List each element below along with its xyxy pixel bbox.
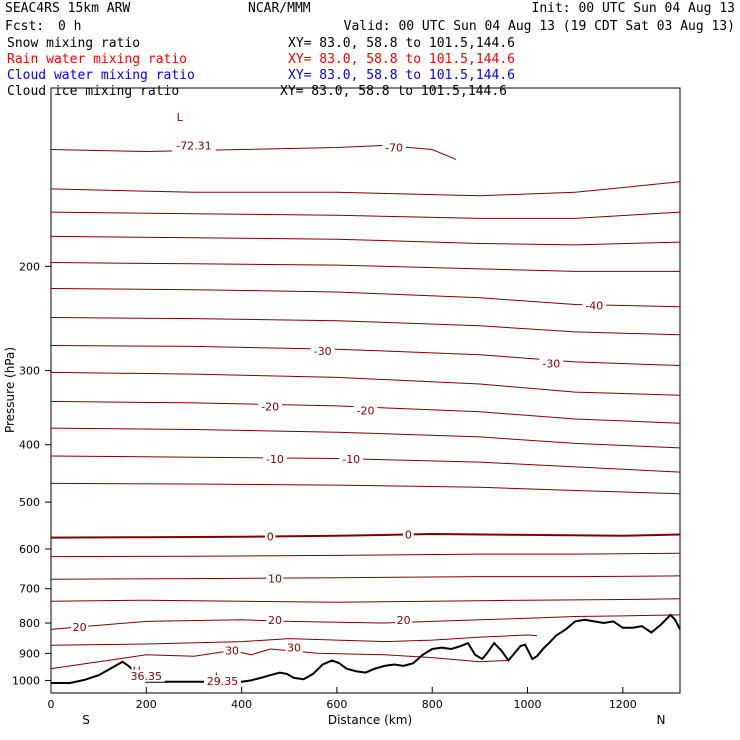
isotherm-line xyxy=(50,552,681,558)
contour-label: 29.35 xyxy=(207,675,239,688)
contour-label-bg xyxy=(70,620,89,633)
x-axis-title: Distance (km) xyxy=(328,713,412,727)
field-label-cloud-water: Cloud water mixing ratio xyxy=(7,68,195,83)
contour-label: 0 xyxy=(405,528,412,541)
contour-label: -20 xyxy=(261,401,279,414)
y-tick-label: 900 xyxy=(19,647,40,660)
contour-label: 30 xyxy=(287,642,301,655)
field-xy-cloud-water: XY= 83.0, 58.8 to 101.5,144.6 xyxy=(288,68,515,83)
init-time: Init: 00 UTC Sun 04 Aug 13 xyxy=(532,1,736,16)
y-tick-label: 1000 xyxy=(12,674,40,687)
contour-label-bg xyxy=(266,613,284,626)
field-xy-rain: XY= 83.0, 58.8 to 101.5,144.6 xyxy=(288,52,515,67)
contour-label-bg xyxy=(339,453,364,466)
contour-label-bg xyxy=(266,572,284,585)
contour-label-bg xyxy=(285,641,303,654)
x-tick-label: 800 xyxy=(422,698,443,711)
contour-label: 30 xyxy=(225,644,239,657)
isotherm-line xyxy=(50,427,681,449)
y-tick-label: 800 xyxy=(19,617,40,630)
isotherm-line xyxy=(50,144,457,160)
contour-label-bg xyxy=(127,669,165,682)
contour-label: -20 xyxy=(357,404,375,417)
contour-label-bg xyxy=(223,644,241,657)
x-tick-label: 1000 xyxy=(514,698,542,711)
contour-label: 36.35 xyxy=(131,670,163,683)
contour-label-bg xyxy=(353,404,378,417)
isotherm-line xyxy=(50,235,681,246)
contour-label-bg xyxy=(382,141,406,154)
contour-label-bg xyxy=(174,111,185,124)
x-tick-label: 400 xyxy=(231,698,252,711)
contour-label-bg xyxy=(172,139,216,152)
contour-label: 20 xyxy=(73,621,87,634)
endpoint-left-label: S xyxy=(82,713,90,727)
contour-label: 10 xyxy=(268,573,282,586)
contour-label: -72.31 xyxy=(176,139,211,152)
isotherm-line xyxy=(50,400,681,424)
contour-label: L xyxy=(177,111,184,124)
contour-label: 0 xyxy=(267,531,274,544)
contour-label-bg xyxy=(395,613,413,626)
contour-label-bg xyxy=(403,528,414,541)
y-tick-label: 600 xyxy=(19,543,40,556)
plot-frame xyxy=(50,87,681,694)
field-label-rain: Rain water mixing ratio xyxy=(7,52,187,67)
fcst-value: 0 h xyxy=(58,19,81,34)
isotherm-line xyxy=(50,634,538,646)
y-tick-label: 400 xyxy=(19,439,40,452)
endpoint-right-label: N xyxy=(657,713,666,727)
y-tick-label: 200 xyxy=(19,260,40,273)
contour-label-layer: -72.31 L -70 -40 -30 -30 -20 -20 -10 -10 0 0 10 20 20 2… xyxy=(70,111,607,688)
field-xy-cloud-ice: XY= 83.0, 58.8 to 101.5,144.6 xyxy=(280,84,507,99)
x-tick-label: 200 xyxy=(136,698,157,711)
isotherm-line xyxy=(50,317,681,336)
isotherm-line xyxy=(50,614,681,630)
isotherm-line xyxy=(50,648,509,670)
contour-label: -70 xyxy=(385,141,403,154)
contour-label-bg xyxy=(264,530,276,543)
y-tick-label: 700 xyxy=(19,583,40,596)
contour-label: 20 xyxy=(397,614,411,627)
contour-label-bg xyxy=(582,299,607,312)
contour-label: -40 xyxy=(585,300,603,313)
org-label: NCAR/MMM xyxy=(248,1,311,16)
isotherm-line xyxy=(50,482,681,495)
contour-label: -30 xyxy=(314,345,332,358)
isotherm-layer xyxy=(50,144,681,670)
isotherm-line xyxy=(50,598,681,603)
x-tick-label: 1200 xyxy=(609,698,637,711)
valid-time: Valid: 00 UTC Sun 04 Aug 13 (19 CDT Sat … xyxy=(344,19,735,34)
isotherm-line xyxy=(50,371,681,396)
y-tick-label: 500 xyxy=(19,496,40,509)
contour-label: -30 xyxy=(542,358,560,371)
contour-label-bg xyxy=(310,345,335,358)
contour-label: -10 xyxy=(266,453,284,466)
isotherm-line xyxy=(50,575,681,580)
isotherm-line xyxy=(50,455,681,473)
x-tick-label: 0 xyxy=(48,698,55,711)
axis-layer: 0 200 400 600 800 1000 12002003004005006007008… xyxy=(12,260,637,711)
contour-label-bg xyxy=(539,357,564,370)
isotherm-line xyxy=(50,345,681,366)
contour-label: -10 xyxy=(342,453,360,466)
contour-label-bg xyxy=(204,675,242,688)
y-tick-label: 300 xyxy=(19,365,40,378)
isotherm-line xyxy=(50,181,681,197)
model-title: SEAC4RS 15km ARW xyxy=(5,1,130,16)
isotherm-line xyxy=(50,211,681,219)
field-label-cloud-ice: Cloud ice mixing ratio xyxy=(7,84,179,99)
field-xy-snow: XY= 83.0, 58.8 to 101.5,144.6 xyxy=(288,36,515,51)
fcst-label: Fcst: xyxy=(5,19,44,34)
contour-label-bg xyxy=(263,453,287,466)
y-axis-title: Pressure (hPa) xyxy=(3,347,17,433)
contour-label-bg xyxy=(258,400,283,413)
contour-label: 20 xyxy=(268,614,282,627)
x-tick-label: 600 xyxy=(326,698,347,711)
field-label-snow: Snow mixing ratio xyxy=(7,36,140,51)
isotherm-line xyxy=(50,262,680,272)
isotherm-line xyxy=(50,532,681,539)
